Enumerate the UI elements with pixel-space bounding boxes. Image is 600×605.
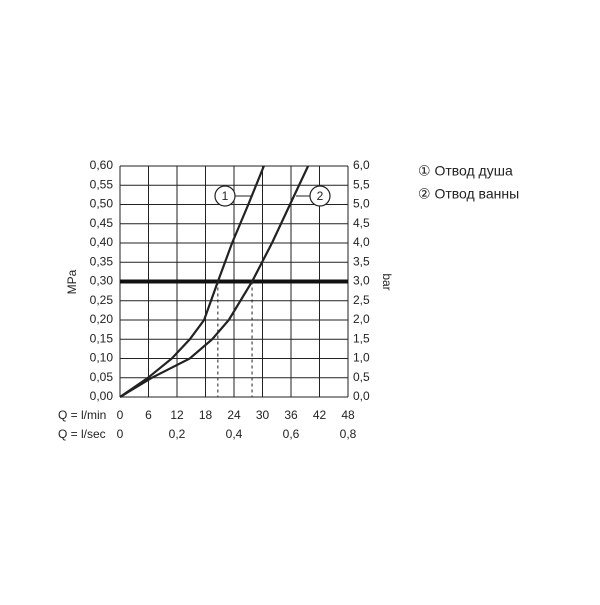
x2-axis-label: Q = l/sec	[58, 427, 106, 441]
curve-label: 1	[222, 189, 229, 203]
y-tick-label: 0,35	[90, 254, 114, 268]
legend-entry: ① Отвод душа	[418, 163, 513, 179]
x-tick-label: 18	[199, 408, 213, 422]
y2-axis-label: bar	[380, 273, 394, 290]
y-tick-label: 0,15	[90, 331, 114, 345]
curve	[119, 165, 310, 398]
x-axis-label: Q = l/min	[58, 408, 106, 422]
y-tick-label: 0,20	[90, 312, 114, 326]
y-tick-label: 0,00	[90, 389, 114, 403]
y-tick-label: 0,05	[90, 370, 114, 384]
y2-tick-label: 3,0	[353, 274, 370, 288]
label-circle	[309, 185, 331, 207]
y2-tick-label: 4,0	[353, 235, 370, 249]
legend-entry: ② Отвод ванны	[418, 186, 519, 202]
x-tick-label: 24	[227, 408, 241, 422]
y-tick-label: 0,50	[90, 197, 114, 211]
x-tick-label: 6	[145, 408, 152, 422]
y2-tick-label: 1,0	[353, 351, 370, 365]
label-circle	[214, 185, 236, 207]
x2-tick-label: 0,4	[226, 427, 243, 441]
y-axis-label: MPa	[65, 269, 79, 294]
y-tick-label: 0,55	[90, 177, 114, 191]
y-tick-label: 0,10	[90, 351, 114, 365]
x-tick-label: 36	[284, 408, 298, 422]
y2-tick-label: 6,0	[353, 158, 370, 172]
x-tick-label: 12	[170, 408, 184, 422]
y2-tick-label: 0,0	[353, 389, 370, 403]
curve	[119, 165, 265, 398]
y2-tick-label: 5,0	[353, 197, 370, 211]
y2-tick-label: 2,0	[353, 312, 370, 326]
x2-tick-label: 0	[117, 427, 124, 441]
x2-tick-label: 0,8	[340, 427, 357, 441]
y2-tick-label: 2,5	[353, 293, 370, 307]
y2-tick-label: 1,5	[353, 331, 370, 345]
y-tick-label: 0,30	[90, 274, 114, 288]
y-tick-label: 0,25	[90, 293, 114, 307]
y2-tick-label: 5,5	[353, 177, 370, 191]
x2-tick-label: 0,6	[283, 427, 300, 441]
y-tick-label: 0,45	[90, 216, 114, 230]
y-tick-label: 0,40	[90, 235, 114, 249]
y2-tick-label: 3,5	[353, 254, 370, 268]
y2-tick-label: 0,5	[353, 370, 370, 384]
y2-tick-label: 4,5	[353, 216, 370, 230]
x-tick-label: 42	[313, 408, 327, 422]
x-tick-label: 48	[341, 408, 355, 422]
x-tick-label: 0	[117, 408, 124, 422]
x-tick-label: 30	[256, 408, 270, 422]
y-tick-label: 0,60	[90, 158, 114, 172]
curve-label: 2	[317, 189, 324, 203]
x2-tick-label: 0,2	[169, 427, 186, 441]
